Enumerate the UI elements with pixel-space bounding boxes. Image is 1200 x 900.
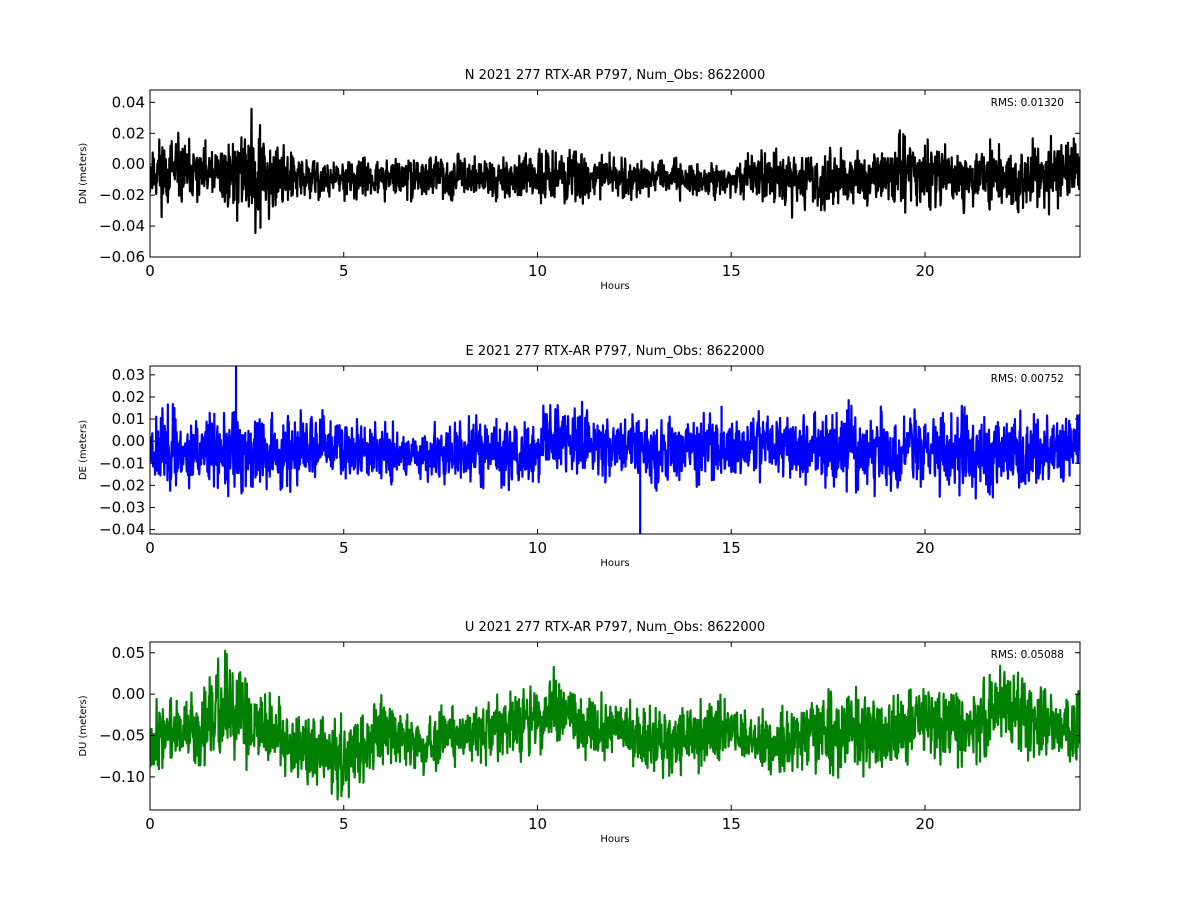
east-y-tick-label: 0.01 <box>112 410 145 428</box>
north-y-tick-label: 0.00 <box>112 155 145 173</box>
east-y-axis-label: DE (meters) <box>78 420 89 480</box>
east-plot-frame <box>149 365 1081 535</box>
north-y-tick-label: 0.02 <box>112 124 145 142</box>
east-y-tick-label: 0.03 <box>112 366 145 384</box>
up-series-line <box>150 649 1080 801</box>
up-plot-area: 0 5 10 15 20 −0.10 −0.05 0.00 0.05 <box>99 641 1081 833</box>
up-x-tick-label: 5 <box>339 815 349 833</box>
east-x-tick-label: 0 <box>145 539 155 557</box>
north-x-tick-label: 0 <box>145 262 155 280</box>
east-x-tick-label: 15 <box>722 539 741 557</box>
up-plot-frame <box>149 641 1081 811</box>
east-x-tick-label: 5 <box>339 539 349 557</box>
north-y-axis-label: DN (meters) <box>78 143 89 205</box>
north-title: N 2021 277 RTX-AR P797, Num_Obs: 8622000 <box>465 68 765 83</box>
north-x-tick-label: 10 <box>528 262 547 280</box>
up-x-axis-label: Hours <box>600 834 629 845</box>
east-x-tick-label: 10 <box>528 539 547 557</box>
north-x-tick-label: 20 <box>915 262 934 280</box>
north-y-tick-label: −0.06 <box>99 248 145 266</box>
up-x-tick-label: 0 <box>145 815 155 833</box>
north-series-line <box>150 107 1080 235</box>
up-y-axis-label: DU (meters) <box>78 695 89 756</box>
up-x-tick-label: 20 <box>915 815 934 833</box>
north-plot-area: 0 5 10 15 20 −0.06 −0.04 −0.02 0.00 0.02 0.04 <box>99 89 1081 280</box>
up-y-tick-label: −0.05 <box>99 727 145 745</box>
up-title: U 2021 277 RTX-AR P797, Num_Obs: 8622000 <box>465 620 765 635</box>
north-y-tick-label: 0.04 <box>112 93 145 111</box>
east-plot-area: 0 5 10 15 20 −0.04 −0.03 −0.02 −0.01 0.00 0.01 0.02… <box>99 365 1081 557</box>
east-x-tick-label: 20 <box>915 539 934 557</box>
east-y-tick-label: 0.02 <box>112 388 145 406</box>
east-y-tick-label: −0.04 <box>99 521 145 539</box>
east-title: E 2021 277 RTX-AR P797, Num_Obs: 8622000 <box>466 344 765 359</box>
east-y-tick-label: −0.02 <box>99 476 145 494</box>
up-rms-label: RMS: 0.05088 <box>991 649 1064 661</box>
east-x-axis-label: Hours <box>600 558 629 569</box>
north-rms-label: RMS: 0.01320 <box>991 97 1064 109</box>
north-y-tick-label: −0.02 <box>99 186 145 204</box>
up-y-tick-label: 0.05 <box>112 644 145 662</box>
north-plot-frame <box>149 89 1081 258</box>
east-y-tick-label: −0.01 <box>99 454 145 472</box>
east-y-tick-label: 0.00 <box>112 432 145 450</box>
east-y-tick-label: −0.03 <box>99 498 145 516</box>
up-x-tick-label: 15 <box>722 815 741 833</box>
east-series-line <box>150 398 1080 500</box>
north-x-tick-label: 15 <box>722 262 741 280</box>
up-y-tick-label: −0.10 <box>99 768 145 786</box>
north-y-tick-label: −0.04 <box>99 217 145 235</box>
up-panel: U 2021 277 RTX-AR P797, Num_Obs: 8622000… <box>78 620 1081 845</box>
up-y-tick-label: 0.00 <box>112 685 145 703</box>
east-rms-label: RMS: 0.00752 <box>991 373 1064 385</box>
north-panel: N 2021 277 RTX-AR P797, Num_Obs: 8622000… <box>78 68 1081 292</box>
up-x-tick-label: 10 <box>528 815 547 833</box>
north-x-axis-label: Hours <box>600 281 629 292</box>
east-panel: E 2021 277 RTX-AR P797, Num_Obs: 8622000… <box>78 344 1081 569</box>
north-x-tick-label: 5 <box>339 262 349 280</box>
